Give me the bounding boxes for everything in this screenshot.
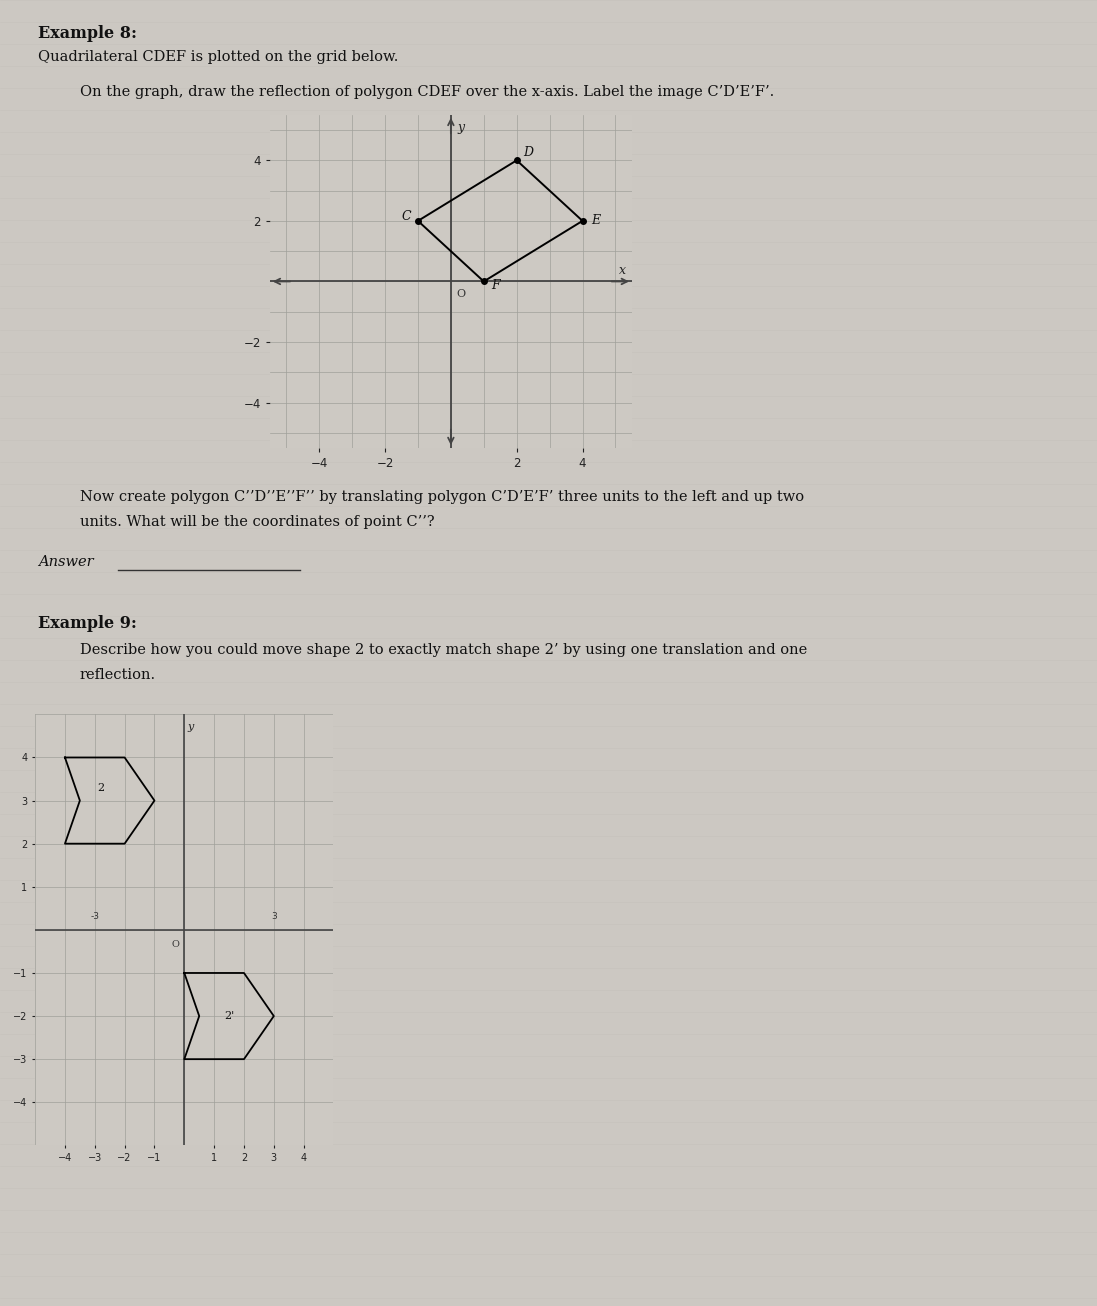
Text: -3: -3 (90, 913, 100, 922)
Text: O: O (456, 289, 465, 299)
Text: O: O (171, 940, 179, 949)
Text: Example 9:: Example 9: (38, 615, 137, 632)
Text: Answer: Answer (38, 555, 93, 569)
Text: x: x (619, 264, 625, 277)
Text: F: F (491, 279, 499, 293)
Text: 2': 2' (224, 1011, 234, 1021)
Text: 3: 3 (271, 913, 276, 922)
Text: Now create polygon C’’D’’E’’F’’ by translating polygon C’D’E’F’ three units to t: Now create polygon C’’D’’E’’F’’ by trans… (80, 490, 804, 504)
Text: Quadrilateral CDEF is plotted on the grid below.: Quadrilateral CDEF is plotted on the gri… (38, 50, 398, 64)
Text: C: C (402, 210, 411, 223)
Text: E: E (591, 214, 600, 227)
Text: D: D (523, 146, 533, 159)
Text: y: y (457, 120, 464, 133)
Text: y: y (188, 722, 193, 733)
Text: 2: 2 (98, 782, 104, 793)
Text: Describe how you could move shape 2 to exactly match shape 2’ by using one trans: Describe how you could move shape 2 to e… (80, 643, 807, 657)
Text: reflection.: reflection. (80, 667, 156, 682)
Text: On the graph, draw the reflection of polygon CDEF over the x-axis. Label the ima: On the graph, draw the reflection of pol… (80, 85, 774, 99)
Text: Example 8:: Example 8: (38, 25, 137, 42)
Text: units. What will be the coordinates of point C’’?: units. What will be the coordinates of p… (80, 515, 434, 529)
